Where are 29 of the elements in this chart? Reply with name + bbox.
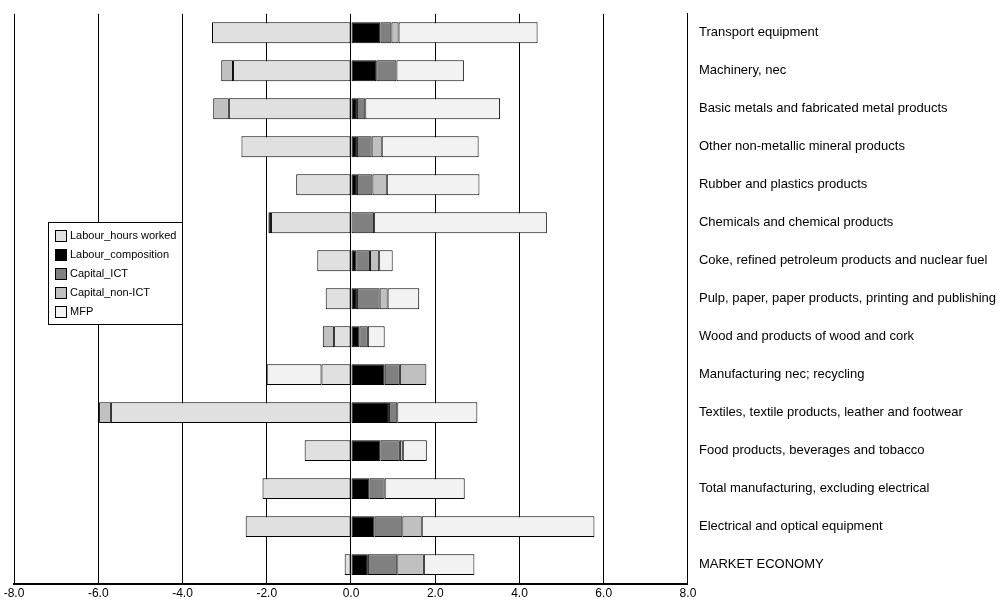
x-tick-label: 4.0 xyxy=(511,586,529,601)
y-tick-label: Total manufacturing, excluding electrical xyxy=(698,480,930,496)
x-tick-label: 8.0 xyxy=(679,586,697,601)
y-tick-label: Wood and products of wood and cork xyxy=(698,328,915,344)
x-tick-label: 2.0 xyxy=(426,586,444,601)
legend-label: Capital_ICT xyxy=(70,266,129,281)
y-tick-label: Manufacturing nec; recycling xyxy=(698,366,865,382)
x-tick-label: -2.0 xyxy=(256,586,278,601)
y-tick-label: Coke, refined petroleum products and nuclear fuel xyxy=(698,252,988,268)
x-tick-label: -8.0 xyxy=(3,586,25,601)
x-tick-label: -6.0 xyxy=(87,586,109,601)
y-tick-label: Machinery, nec xyxy=(698,62,787,78)
y-tick-label: Basic metals and fabricated metal products xyxy=(698,100,949,116)
y-tick-label: Transport equipment xyxy=(698,24,819,40)
legend-label: Labour_hours worked xyxy=(70,228,177,243)
y-tick-label: MARKET ECONOMY xyxy=(698,556,825,572)
x-tick-label: 0.0 xyxy=(342,586,360,601)
legend-label: Labour_composition xyxy=(70,247,170,262)
y-tick-label: Rubber and plastics products xyxy=(698,176,868,192)
y-tick-label: Electrical and optical equipment xyxy=(698,518,883,534)
y-tick-label: Pulp, paper, paper products, printing and publishing xyxy=(698,290,997,306)
legend-label: MFP xyxy=(70,304,94,319)
y-tick-label: Food products, beverages and tobacco xyxy=(698,442,925,458)
y-tick-label: Chemicals and chemical products xyxy=(698,214,894,230)
legend-label: Capital_non-ICT xyxy=(70,285,151,300)
y-tick-label: Other non-metallic mineral products xyxy=(698,138,906,154)
y-tick-label: Textiles, textile products, leather and footwear xyxy=(698,404,964,420)
x-tick-label: 6.0 xyxy=(595,586,613,601)
x-tick-label: -4.0 xyxy=(172,586,194,601)
